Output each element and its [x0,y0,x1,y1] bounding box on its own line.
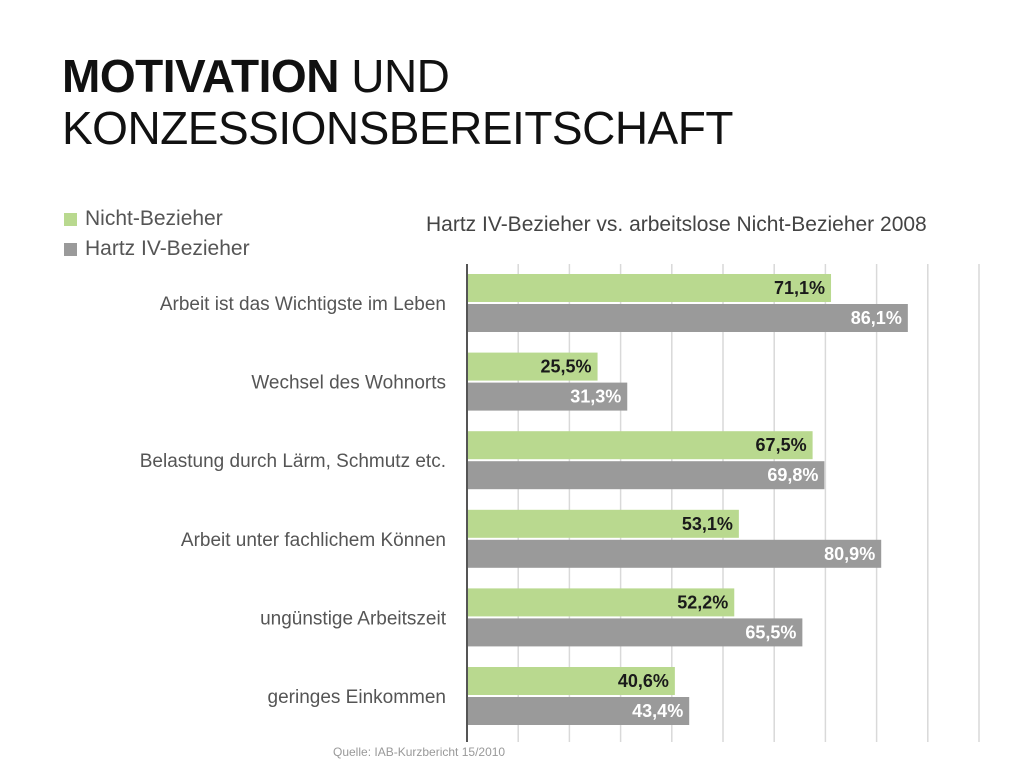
legend-item-hartz-bezieher: Hartz IV-Bezieher [64,234,250,264]
data-label-hartz-bezieher: 80,9% [824,544,875,564]
category-label: Belastung durch Lärm, Schmutz etc. [140,451,446,472]
category-label: Arbeit unter fachlichem Können [181,530,446,551]
bar-nicht-bezieher [467,588,735,617]
slide-title: MOTIVATION UND KONZESSIONSBEREITSCHAFT [62,50,962,154]
bar-nicht-bezieher [467,509,739,538]
slide-title-line2: KONZESSIONSBEREITSCHAFT [62,102,733,154]
data-label-nicht-bezieher: 25,5% [541,357,592,377]
data-label-nicht-bezieher: 52,2% [677,592,728,612]
bar-hartz-bezieher [467,304,908,332]
legend-swatch-nicht-bezieher [64,212,77,226]
legend-item-nicht-bezieher: Nicht-Bezieher [64,204,250,234]
category-label: Arbeit ist das Wichtigste im Leben [160,294,446,315]
bar-hartz-bezieher [467,539,882,568]
data-label-nicht-bezieher: 71,1% [774,278,825,298]
data-label-nicht-bezieher: 53,1% [682,514,733,534]
bar-nicht-bezieher [467,431,813,460]
bar-hartz-bezieher [467,618,803,647]
data-label-hartz-bezieher: 43,4% [632,701,683,721]
data-label-hartz-bezieher: 65,5% [745,622,796,642]
data-label-hartz-bezieher: 31,3% [570,387,621,407]
bar-hartz-bezieher [467,461,825,490]
category-label: geringes Einkommen [268,687,446,708]
legend-label-hartz-bezieher: Hartz IV-Bezieher [85,237,250,260]
slide-title-rest: UND [338,50,450,102]
slide-title-bold: MOTIVATION [62,50,339,102]
legend-swatch-hartz-bezieher [64,242,77,256]
bar-nicht-bezieher [467,352,598,381]
legend-label-nicht-bezieher: Nicht-Bezieher [85,207,223,230]
data-label-nicht-bezieher: 40,6% [618,671,669,691]
data-label-hartz-bezieher: 86,1% [851,308,902,328]
data-label-hartz-bezieher: 69,8% [767,465,818,485]
bar-hartz-bezieher [467,382,628,411]
bar-nicht-bezieher [467,667,675,695]
source-note: Quelle: IAB-Kurzbericht 15/2010 [333,745,506,759]
bar-nicht-bezieher [467,274,832,302]
bar-hartz-bezieher [467,697,690,725]
chart-legend: Nicht-Bezieher Hartz IV-Bezieher [64,204,250,264]
data-label-nicht-bezieher: 67,5% [756,435,807,455]
category-label: ungünstige Arbeitszeit [260,608,447,629]
chart-title: Hartz IV-Bezieher vs. arbeitslose Nicht-… [426,213,927,236]
category-label: Wechsel des Wohnorts [251,373,446,394]
